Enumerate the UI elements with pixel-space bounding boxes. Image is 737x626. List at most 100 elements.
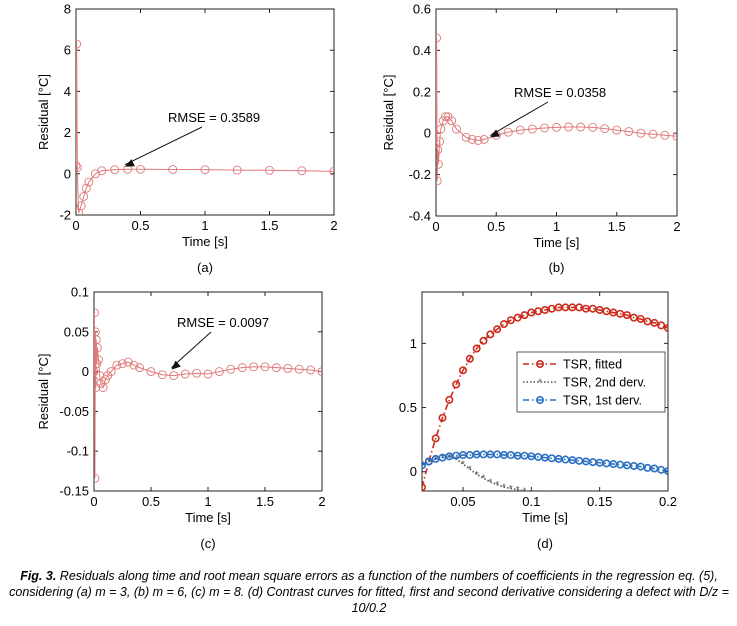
rmse-annotation: RMSE = 0.0097 bbox=[177, 315, 269, 330]
data-point bbox=[461, 132, 471, 142]
series-line bbox=[422, 453, 668, 472]
data-point bbox=[76, 201, 86, 211]
data-point: * bbox=[646, 494, 650, 505]
y-tick-label: 0.5 bbox=[399, 400, 417, 415]
data-point bbox=[94, 473, 100, 483]
data-point bbox=[422, 483, 426, 491]
data-point bbox=[515, 125, 525, 135]
y-tick-label: -0.4 bbox=[409, 209, 431, 224]
y-tick-label: 0.1 bbox=[71, 285, 89, 300]
data-point bbox=[84, 177, 94, 187]
panel-label: (c) bbox=[200, 536, 215, 551]
data-point: * bbox=[557, 491, 561, 502]
data-point: * bbox=[639, 494, 643, 505]
data-point: * bbox=[468, 465, 472, 476]
x-tick-label: 1.5 bbox=[256, 494, 274, 509]
data-point bbox=[486, 330, 495, 339]
y-tick-label: -0.05 bbox=[59, 404, 89, 419]
data-point: * bbox=[482, 474, 486, 485]
data-point: * bbox=[625, 494, 629, 505]
data-point bbox=[81, 183, 91, 193]
data-point: * bbox=[652, 494, 656, 505]
data-point bbox=[520, 311, 529, 320]
annotation-arrow-line bbox=[171, 331, 212, 368]
annotation-arrow-line bbox=[489, 101, 549, 136]
data-point bbox=[479, 134, 489, 144]
y-tick-label: -0.15 bbox=[59, 484, 89, 499]
data-point bbox=[237, 363, 247, 373]
data-point bbox=[200, 165, 210, 175]
data-point bbox=[76, 161, 81, 171]
data-point bbox=[94, 359, 102, 369]
annotation-arrow-head bbox=[490, 129, 501, 138]
data-point bbox=[168, 165, 178, 174]
x-tick-label: 0 bbox=[72, 218, 79, 233]
x-tick-label: 1 bbox=[201, 218, 208, 233]
x-axis-label: Time [s] bbox=[522, 510, 568, 525]
data-point bbox=[76, 163, 82, 173]
x-tick-label: 2 bbox=[318, 494, 325, 509]
data-point bbox=[561, 455, 570, 464]
data-point bbox=[467, 134, 477, 144]
plot-area: * * * * * * * * * * * * * * * * * * * * * * * * * * * * * * * * * * * * * bbox=[422, 303, 668, 505]
y-tick-label: 0.05 bbox=[64, 324, 89, 339]
data-point bbox=[499, 320, 508, 329]
data-point bbox=[636, 128, 646, 138]
data-point bbox=[657, 321, 666, 330]
annotation-arrow-head bbox=[171, 360, 181, 370]
data-point bbox=[576, 122, 586, 132]
data-point bbox=[493, 325, 502, 334]
data-point bbox=[232, 165, 242, 175]
data-point bbox=[306, 365, 316, 375]
data-point bbox=[588, 458, 597, 467]
data-point bbox=[214, 367, 224, 377]
data-point bbox=[503, 127, 513, 137]
data-point bbox=[588, 122, 598, 132]
y-tick-label: 0.6 bbox=[413, 2, 431, 17]
plot-frame bbox=[421, 291, 669, 492]
data-point: * bbox=[495, 480, 499, 491]
data-point bbox=[672, 131, 677, 141]
data-point bbox=[283, 363, 293, 373]
data-point bbox=[169, 371, 179, 381]
data-point bbox=[436, 139, 441, 148]
legend-label: TSR, 1st derv. bbox=[563, 394, 642, 408]
y-tick-label: -0.2 bbox=[409, 167, 431, 182]
data-point bbox=[249, 362, 259, 372]
data-point bbox=[112, 360, 122, 370]
data-point bbox=[94, 343, 102, 353]
data-point bbox=[664, 467, 668, 476]
legend-label: TSR, 2nd derv. bbox=[563, 376, 646, 390]
data-point: * bbox=[434, 454, 438, 465]
panel-label: (a) bbox=[197, 260, 213, 275]
series-line bbox=[436, 37, 677, 181]
y-axis-label: Residual [°C] bbox=[36, 74, 51, 150]
y-tick-label: 4 bbox=[64, 84, 71, 99]
data-point bbox=[136, 164, 145, 174]
data-point bbox=[98, 383, 108, 392]
data-point: * bbox=[529, 488, 533, 499]
data-point bbox=[135, 363, 145, 373]
x-tick-label: 0 bbox=[432, 219, 439, 234]
x-tick-label: 0.5 bbox=[142, 494, 160, 509]
x-tick-label: 1.5 bbox=[260, 218, 278, 233]
data-point bbox=[458, 366, 467, 375]
data-point bbox=[97, 166, 107, 176]
data-point: * bbox=[475, 470, 479, 481]
data-point: * bbox=[516, 485, 520, 496]
x-tick-label: 1.5 bbox=[608, 219, 626, 234]
annotation-arrow-line bbox=[124, 126, 203, 166]
y-tick-label: -2 bbox=[59, 208, 71, 223]
data-point bbox=[94, 355, 104, 365]
data-point bbox=[575, 456, 584, 465]
rmse-annotation: RMSE = 0.3589 bbox=[168, 110, 260, 125]
data-point bbox=[157, 370, 167, 380]
data-point bbox=[552, 122, 561, 132]
x-tick-label: 0.5 bbox=[131, 218, 149, 233]
data-point bbox=[438, 413, 447, 422]
data-point bbox=[452, 380, 461, 389]
data-point bbox=[123, 357, 133, 367]
y-tick-label: 1 bbox=[410, 336, 417, 351]
data-point bbox=[436, 33, 442, 43]
x-tick-label: 0.5 bbox=[487, 219, 505, 234]
